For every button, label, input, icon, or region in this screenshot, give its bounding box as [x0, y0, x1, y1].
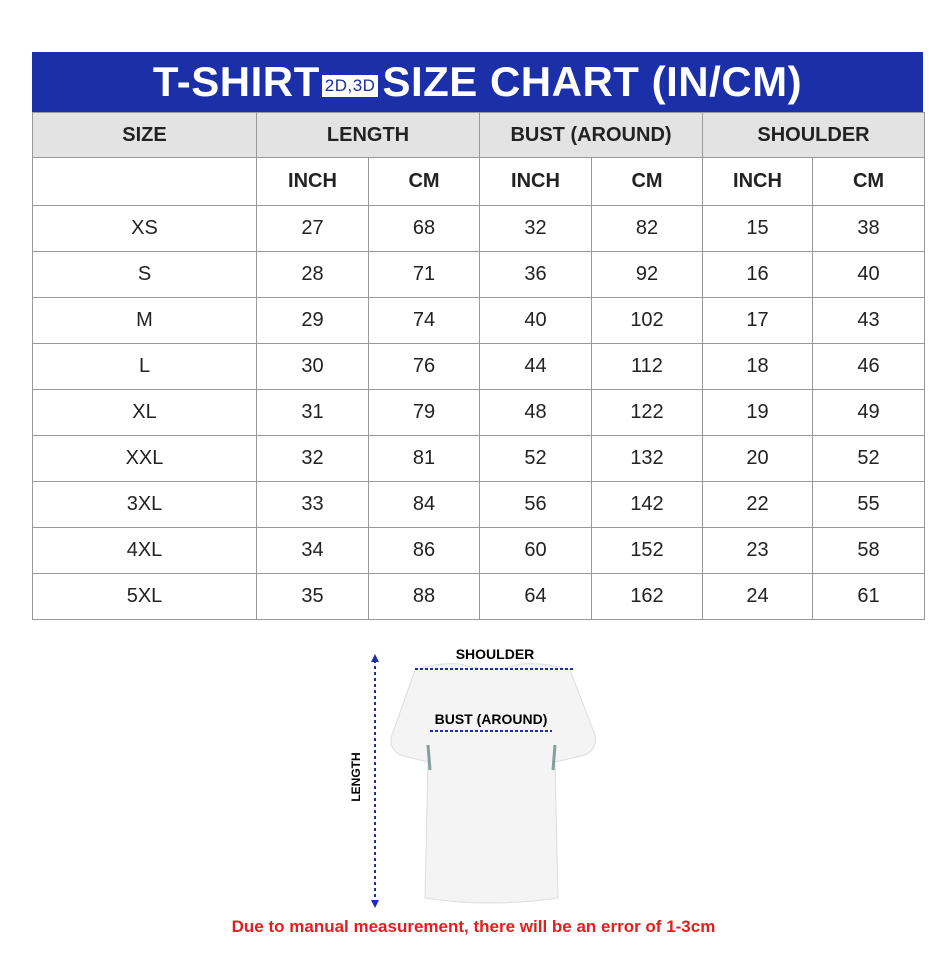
- value-cell: 33: [256, 481, 369, 528]
- bust-label: BUST (AROUND): [435, 711, 548, 727]
- value-cell: 31: [256, 389, 369, 436]
- value-cell: 24: [702, 573, 813, 620]
- subheader-cm: CM: [591, 157, 703, 206]
- value-cell: 38: [811, 205, 926, 252]
- value-cell: 122: [591, 389, 703, 436]
- table-row: 4XL 34 86 60 152 23 58: [32, 527, 926, 574]
- value-cell: 40: [811, 251, 926, 298]
- table-row: 5XL 35 88 64 162 24 61: [32, 573, 926, 620]
- value-cell: 27: [256, 205, 369, 252]
- header-length: LENGTH: [256, 112, 480, 158]
- value-cell: 35: [256, 573, 369, 620]
- size-cell: 3XL: [32, 481, 257, 528]
- value-cell: 52: [811, 435, 926, 482]
- size-cell: L: [32, 343, 257, 390]
- subheader-cm: CM: [811, 157, 926, 206]
- size-cell: S: [32, 251, 257, 298]
- value-cell: 16: [702, 251, 813, 298]
- value-cell: 32: [479, 205, 592, 252]
- value-cell: 112: [591, 343, 703, 390]
- value-cell: 55: [811, 481, 926, 528]
- value-cell: 56: [479, 481, 592, 528]
- value-cell: 48: [479, 389, 592, 436]
- value-cell: 17: [702, 297, 813, 344]
- value-cell: 162: [591, 573, 703, 620]
- size-cell: 4XL: [32, 527, 257, 574]
- value-cell: 84: [368, 481, 480, 528]
- value-cell: 68: [368, 205, 480, 252]
- table-row: M 29 74 40 102 17 43: [32, 297, 926, 344]
- title-tag: 2D,3D: [321, 75, 379, 97]
- value-cell: 58: [811, 527, 926, 574]
- measurement-note: Due to manual measurement, there will be…: [231, 917, 716, 936]
- value-cell: 132: [591, 435, 703, 482]
- table-row: L 30 76 44 112 18 46: [32, 343, 926, 390]
- subheader-inch: INCH: [702, 157, 813, 206]
- value-cell: 102: [591, 297, 703, 344]
- value-cell: 92: [591, 251, 703, 298]
- size-cell: XXL: [32, 435, 257, 482]
- value-cell: 28: [256, 251, 369, 298]
- value-cell: 44: [479, 343, 592, 390]
- value-cell: 20: [702, 435, 813, 482]
- value-cell: 23: [702, 527, 813, 574]
- chart-title: T-SHIRT 2D,3D SIZE CHART (IN/CM): [32, 52, 923, 112]
- size-cell: 5XL: [32, 573, 257, 620]
- table-row: XXL 32 81 52 132 20 52: [32, 435, 926, 482]
- value-cell: 15: [702, 205, 813, 252]
- title-text-2: SIZE CHART (IN/CM): [382, 58, 803, 105]
- value-cell: 71: [368, 251, 480, 298]
- length-label: LENGTH: [349, 752, 363, 801]
- size-cell: XS: [32, 205, 257, 252]
- shoulder-label: SHOULDER: [456, 646, 535, 662]
- value-cell: 79: [368, 389, 480, 436]
- table-row: XL 31 79 48 122 19 49: [32, 389, 926, 436]
- value-cell: 49: [811, 389, 926, 436]
- value-cell: 43: [811, 297, 926, 344]
- header-size: SIZE: [32, 112, 257, 158]
- size-table: SIZE LENGTH BUST (AROUND) SHOULDER INCH …: [32, 112, 926, 620]
- header-bust: BUST (AROUND): [479, 112, 703, 158]
- value-cell: 74: [368, 297, 480, 344]
- value-cell: 19: [702, 389, 813, 436]
- value-cell: 18: [702, 343, 813, 390]
- size-cell: M: [32, 297, 257, 344]
- table-row: 3XL 33 84 56 142 22 55: [32, 481, 926, 528]
- value-cell: 29: [256, 297, 369, 344]
- value-cell: 142: [591, 481, 703, 528]
- value-cell: 46: [811, 343, 926, 390]
- value-cell: 36: [479, 251, 592, 298]
- subheader-inch: INCH: [479, 157, 592, 206]
- value-cell: 30: [256, 343, 369, 390]
- value-cell: 64: [479, 573, 592, 620]
- title-text: T-SHIRT: [152, 58, 320, 105]
- subheader-inch: INCH: [256, 157, 369, 206]
- header-shoulder: SHOULDER: [701, 112, 926, 158]
- value-cell: 76: [368, 343, 480, 390]
- value-cell: 152: [591, 527, 703, 574]
- size-cell: XL: [32, 389, 257, 436]
- value-cell: 81: [368, 435, 480, 482]
- value-cell: 60: [479, 527, 592, 574]
- value-cell: 86: [368, 527, 480, 574]
- value-cell: 88: [368, 573, 480, 620]
- header-blank: [32, 157, 257, 206]
- tshirt-shape: [390, 663, 596, 904]
- value-cell: 34: [256, 527, 369, 574]
- value-cell: 32: [256, 435, 369, 482]
- value-cell: 22: [702, 481, 813, 528]
- tshirt-diagram: SHOULDER BUST (AROUND) LENGTH: [349, 646, 596, 908]
- value-cell: 40: [479, 297, 592, 344]
- value-cell: 61: [811, 573, 926, 620]
- value-cell: 52: [479, 435, 592, 482]
- value-cell: 82: [591, 205, 703, 252]
- table-row: XS 27 68 32 82 15 38: [32, 205, 926, 252]
- table-row: S 28 71 36 92 16 40: [32, 251, 926, 298]
- subheader-cm: CM: [368, 157, 480, 206]
